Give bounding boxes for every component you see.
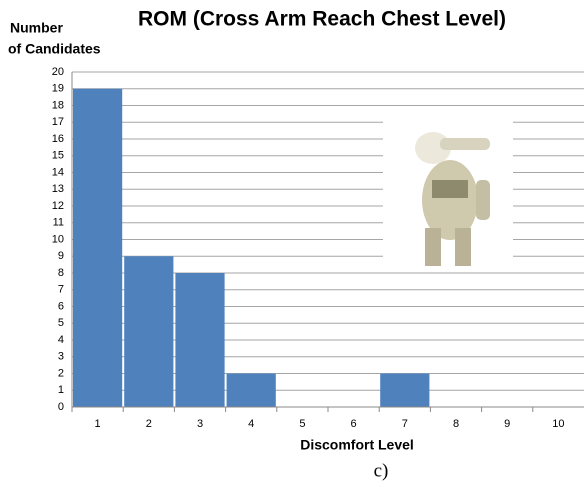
y-tick-label: 14	[52, 166, 64, 178]
y-tick-label: 7	[58, 284, 64, 296]
y-tick-label: 18	[52, 99, 64, 111]
y-tick-label: 8	[58, 267, 64, 279]
x-tick-label: 1	[95, 418, 101, 430]
bar	[124, 256, 174, 407]
y-axis-label: of Candidates	[8, 41, 101, 57]
y-tick-label: 0	[58, 401, 64, 413]
suit-part	[425, 228, 441, 266]
y-tick-label: 9	[58, 250, 64, 262]
y-tick-label: 12	[52, 200, 64, 212]
y-tick-label: 15	[52, 150, 64, 162]
y-tick-label: 3	[58, 351, 64, 363]
bar	[226, 373, 276, 407]
y-tick-label: 11	[53, 217, 64, 229]
x-tick-label: 2	[146, 418, 152, 430]
chart-title: ROM (Cross Arm Reach Chest Level)	[138, 8, 506, 31]
x-tick-label: 5	[299, 418, 305, 430]
x-tick-label: 10	[552, 418, 564, 430]
y-tick-label: 5	[58, 317, 64, 329]
y-tick-label: 17	[52, 116, 64, 128]
x-tick-label: 7	[402, 418, 408, 430]
y-tick-label: 2	[58, 367, 64, 379]
suit-part	[455, 228, 471, 266]
y-tick-label: 16	[52, 133, 64, 145]
spacesuit-picture	[415, 132, 490, 266]
x-tick-label: 9	[504, 418, 510, 430]
y-tick-label: 10	[52, 233, 64, 245]
y-tick-label: 6	[58, 300, 64, 312]
suit-part	[440, 138, 490, 150]
y-axis-label: Number	[10, 20, 63, 36]
bar	[73, 88, 123, 407]
suit-part	[476, 180, 490, 220]
x-tick-label: 4	[248, 418, 254, 430]
x-tick-label: 6	[351, 418, 357, 430]
bar	[380, 373, 430, 407]
suit-part	[432, 180, 468, 198]
x-axis-label: Discomfort Level	[300, 437, 414, 453]
y-tick-label: 4	[58, 334, 64, 346]
y-tick-label: 20	[52, 66, 64, 78]
caption: c)	[374, 460, 389, 481]
y-tick-label: 1	[58, 384, 64, 396]
bar	[175, 273, 225, 407]
y-tick-label: 13	[52, 183, 64, 195]
x-tick-label: 3	[197, 418, 203, 430]
x-tick-label: 8	[453, 418, 459, 430]
y-tick-label: 19	[52, 83, 64, 95]
